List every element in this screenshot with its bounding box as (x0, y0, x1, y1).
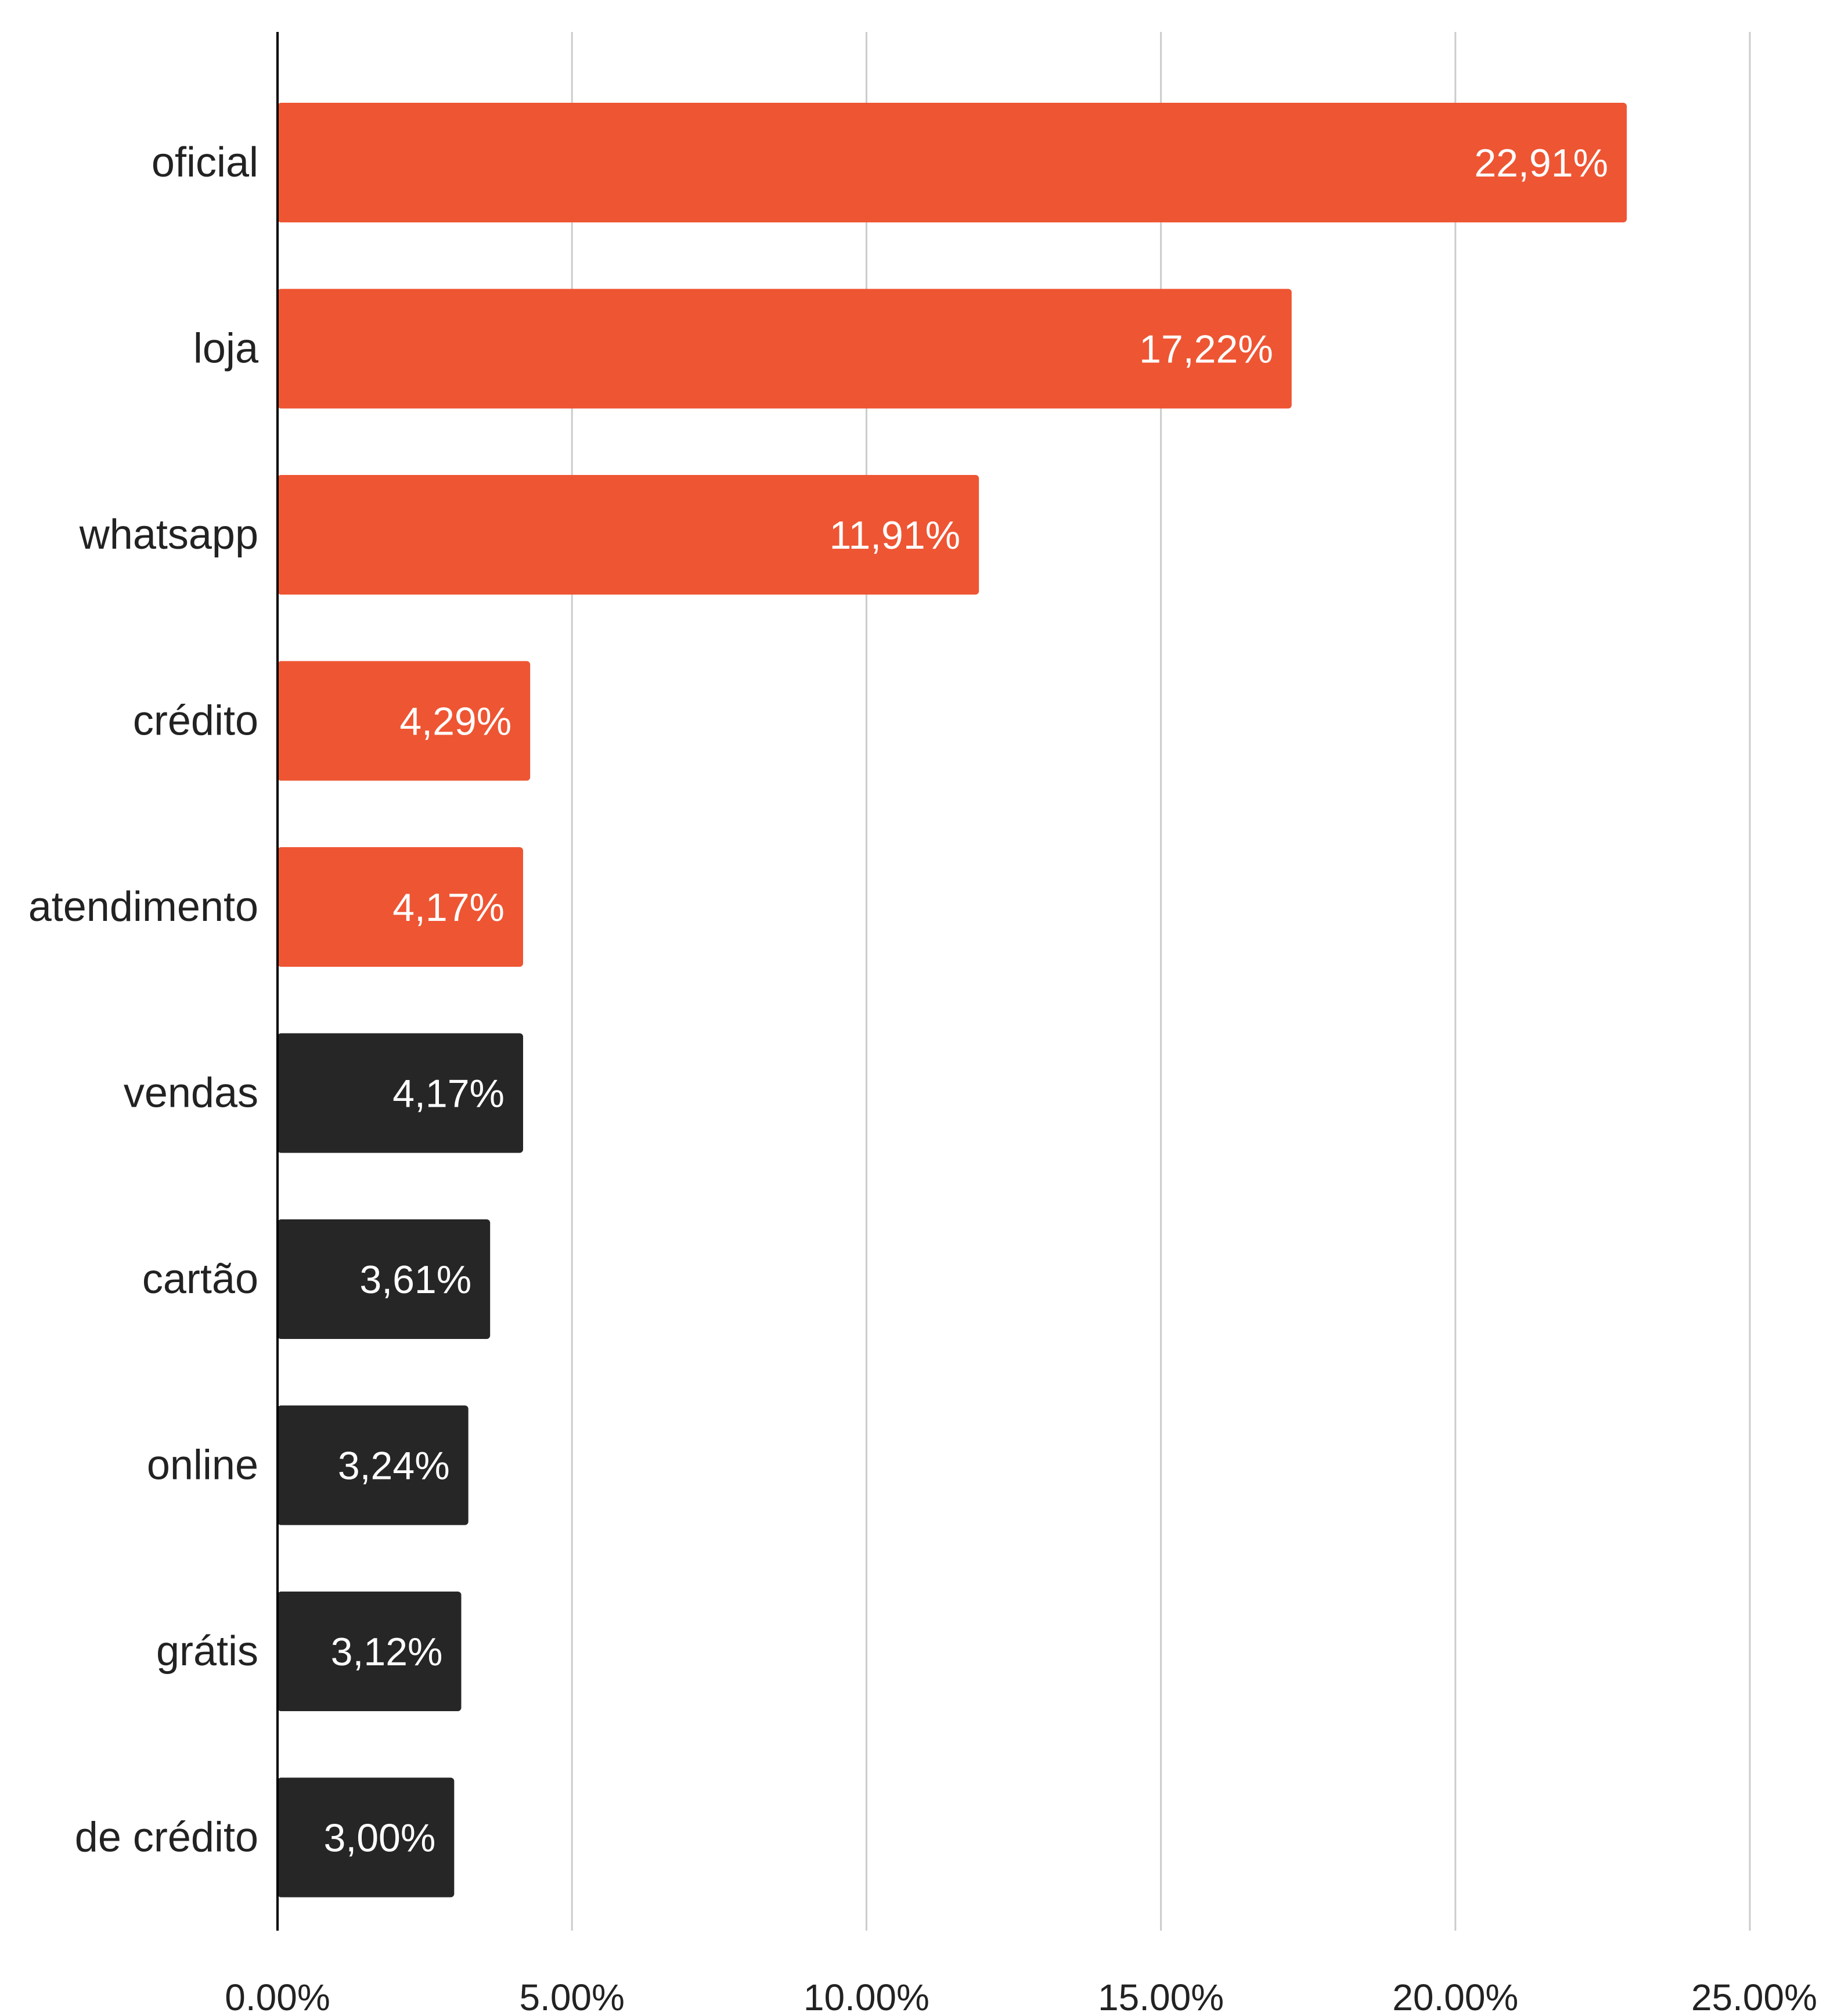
bar (278, 103, 1627, 222)
x-tick-label: 15.00% (1098, 1977, 1224, 2016)
bar (278, 1777, 455, 1898)
bar-value-label: 3,61% (359, 1258, 471, 1302)
category-label: grátis (156, 1628, 258, 1675)
bar-value-label: 3,00% (324, 1816, 436, 1860)
x-tick-label: 20.00% (1392, 1977, 1518, 2016)
category-label: whatsapp (79, 512, 258, 558)
x-tick-labels: 0.00% 5.00% 10.00% 15.00% 20.00% 25.00% (225, 1977, 1817, 2016)
x-tick-label: 10.00% (804, 1977, 929, 2016)
bar (278, 289, 1292, 409)
bar (278, 1405, 469, 1525)
bar (278, 1592, 462, 1711)
category-label: cartão (142, 1256, 258, 1302)
bars: 22,91% 17,22% 11,91% 4,29% 4,17% 4,17% 3,61% 3,… (278, 103, 1627, 1898)
bar (278, 661, 531, 781)
category-labels: oficial loja whatsapp crédito atendimento ven… (28, 139, 259, 1861)
category-label: crédito (133, 698, 258, 744)
bar (278, 847, 524, 967)
bar-value-label: 22,91% (1474, 141, 1608, 185)
x-tick-label: 25.00% (1691, 1977, 1817, 2016)
bar-value-label: 4,17% (392, 1072, 505, 1116)
x-tick-label: 0.00% (225, 1977, 330, 2016)
bar (278, 475, 979, 595)
bar-value-label: 4,17% (392, 885, 505, 930)
bar-value-label: 4,29% (399, 700, 511, 744)
bar (278, 1219, 491, 1339)
x-tick-label: 5.00% (519, 1977, 624, 2016)
bar-value-label: 17,22% (1139, 327, 1273, 372)
category-label: oficial (152, 139, 258, 186)
category-label: atendimento (28, 884, 258, 930)
bar-value-label: 3,24% (338, 1444, 450, 1488)
category-label: loja (193, 326, 259, 372)
bar (278, 1033, 524, 1153)
category-label: de crédito (75, 1815, 258, 1861)
bar-value-label: 3,12% (331, 1630, 443, 1674)
bar-value-label: 11,91% (830, 513, 961, 557)
category-label: online (147, 1442, 258, 1489)
category-label: vendas (124, 1070, 258, 1117)
